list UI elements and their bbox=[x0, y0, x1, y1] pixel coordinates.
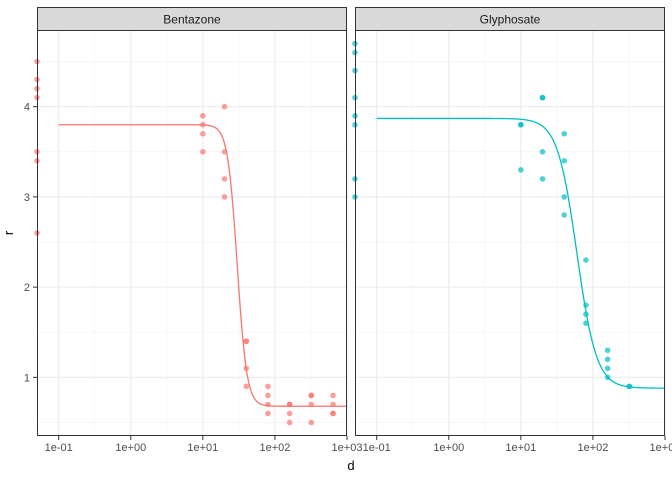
data-point bbox=[604, 347, 611, 354]
plot-background bbox=[355, 30, 665, 436]
data-point bbox=[561, 194, 568, 200]
x-tick-label: 1e+00 bbox=[115, 442, 146, 454]
data-point bbox=[561, 130, 568, 137]
data-point bbox=[518, 167, 524, 173]
data-point bbox=[221, 103, 228, 110]
x-tick-label: 1e+03 bbox=[650, 442, 672, 454]
data-point bbox=[200, 112, 206, 119]
y-axis-title: r bbox=[1, 230, 16, 235]
panel-bentazone: Bentazone 1e-01 1e+00 1e+01 1e+02 1e+03 bbox=[34, 7, 363, 454]
data-point bbox=[604, 356, 611, 363]
facet-strip bbox=[37, 7, 347, 31]
facet-strip-label: Bentazone bbox=[163, 13, 221, 27]
panel-glyphosate: Glyphosate 1e-01 1e+00 1e+01 1e+02 1e+03 bbox=[352, 7, 672, 454]
y-tick-label: 3 bbox=[24, 192, 30, 204]
data-point bbox=[539, 149, 546, 155]
x-tick-label: 1e+02 bbox=[259, 442, 290, 454]
data-point bbox=[221, 194, 228, 200]
data-point bbox=[308, 419, 315, 426]
x-tick-label: 1e-01 bbox=[45, 442, 73, 454]
data-point bbox=[286, 410, 293, 417]
data-point bbox=[561, 212, 568, 218]
y-tick-label: 1 bbox=[24, 372, 30, 384]
fitted-curve bbox=[376, 117, 665, 389]
data-point bbox=[200, 130, 206, 137]
x-tick-label: 1e-01 bbox=[363, 442, 391, 454]
data-point bbox=[243, 338, 250, 345]
data-point bbox=[604, 365, 611, 372]
data-point bbox=[243, 383, 250, 390]
facet-strip-label: Glyphosate bbox=[480, 13, 541, 27]
facet-strip bbox=[355, 7, 665, 31]
x-tick-label: 1e+00 bbox=[433, 442, 464, 454]
plot-background bbox=[37, 30, 347, 436]
data-point bbox=[200, 149, 206, 155]
data-point bbox=[265, 410, 271, 417]
fitted-curve bbox=[58, 124, 347, 407]
x-tick-label: 1e+01 bbox=[187, 442, 218, 454]
data-point bbox=[539, 176, 546, 182]
data-point bbox=[286, 419, 293, 426]
data-point bbox=[265, 383, 271, 390]
data-point bbox=[539, 94, 546, 101]
data-point bbox=[583, 257, 589, 263]
x-tick-label: 1e+03 bbox=[332, 442, 363, 454]
data-point bbox=[561, 158, 568, 164]
data-point bbox=[330, 392, 336, 399]
data-point bbox=[308, 392, 315, 399]
x-tick-label: 1e+01 bbox=[505, 442, 536, 454]
x-axis-title: d bbox=[347, 458, 354, 473]
data-point bbox=[265, 392, 271, 399]
data-point bbox=[330, 410, 336, 417]
y-tick-label: 2 bbox=[24, 282, 30, 294]
data-point bbox=[221, 176, 228, 182]
y-axis: 1 2 3 4 bbox=[24, 102, 37, 384]
y-tick-label: 4 bbox=[24, 102, 30, 114]
data-point bbox=[518, 121, 524, 128]
x-tick-label: 1e+02 bbox=[577, 442, 608, 454]
